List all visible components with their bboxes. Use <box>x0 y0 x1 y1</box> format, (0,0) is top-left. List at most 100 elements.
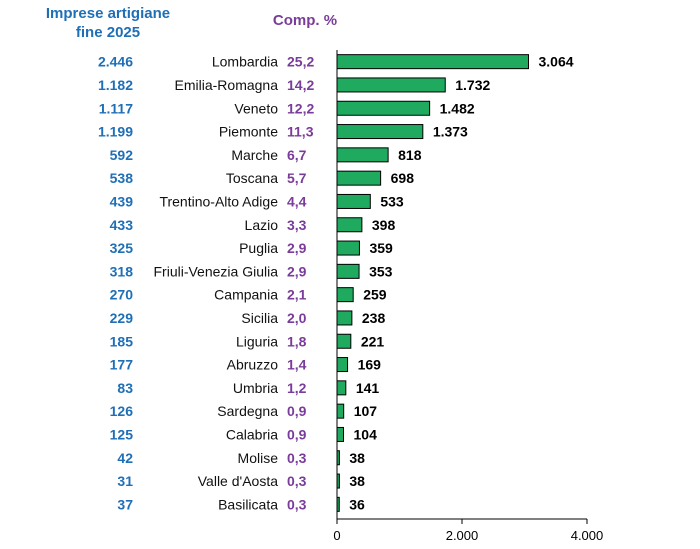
bar <box>336 287 354 303</box>
bar-value-label: 141 <box>356 380 380 396</box>
bar-value-label: 1.732 <box>455 77 490 93</box>
bar <box>336 100 431 116</box>
comp-percent-value: 0,9 <box>287 426 307 442</box>
region-label: Sicilia <box>241 310 278 326</box>
comp-percent-value: 0,3 <box>287 450 307 466</box>
imprese-value: 177 <box>110 357 134 373</box>
bar-value-label: 169 <box>358 357 382 373</box>
imprese-value: 126 <box>110 403 134 419</box>
imprese-value: 42 <box>117 450 133 466</box>
bar-value-label: 238 <box>362 310 386 326</box>
bar-value-label: 533 <box>380 193 404 209</box>
bar-value-label: 104 <box>354 426 378 442</box>
bar <box>336 403 345 419</box>
region-label: Campania <box>214 287 278 303</box>
comp-percent-value: 2,0 <box>287 310 307 326</box>
bar-value-label: 38 <box>349 450 365 466</box>
imprese-value: 439 <box>110 193 134 209</box>
bar <box>336 217 363 233</box>
region-label: Puglia <box>239 240 278 256</box>
comp-percent-value: 25,2 <box>287 54 314 70</box>
bar <box>336 310 353 326</box>
x-tick-label: 2.000 <box>446 528 479 543</box>
region-label: Lazio <box>245 217 279 233</box>
comp-percent-value: 1,2 <box>287 380 307 396</box>
region-label: Liguria <box>236 333 278 349</box>
comp-percent-value: 2,9 <box>287 240 307 256</box>
bar-value-label: 398 <box>372 217 396 233</box>
comp-percent-value: 0,3 <box>287 473 307 489</box>
x-tick-label: 4.000 <box>571 528 604 543</box>
region-label: Abruzzo <box>227 357 279 373</box>
bar-value-label: 353 <box>369 263 393 279</box>
region-label: Lombardia <box>212 54 278 70</box>
comp-percent-value: 11,3 <box>287 124 314 140</box>
comp-header: Comp. % <box>273 12 337 29</box>
imprese-header-line1: Imprese artigiane <box>46 5 170 22</box>
bar-value-label: 698 <box>391 170 415 186</box>
imprese-value: 433 <box>110 217 134 233</box>
comp-percent-value: 1,8 <box>287 333 307 349</box>
imprese-value: 318 <box>110 263 134 279</box>
bar-value-label: 818 <box>398 147 422 163</box>
imprese-value: 125 <box>110 426 134 442</box>
comp-percent-value: 1,4 <box>287 357 307 373</box>
comp-percent-value: 2,1 <box>287 287 307 303</box>
imprese-value: 325 <box>110 240 134 256</box>
region-label: Valle d'Aosta <box>198 473 278 489</box>
bar <box>336 240 360 256</box>
imprese-value: 270 <box>110 287 134 303</box>
comp-percent-value: 5,7 <box>287 170 307 186</box>
region-label: Trentino-Alto Adige <box>159 193 278 209</box>
comp-percent-value: 14,2 <box>287 77 314 93</box>
imprese-value: 185 <box>110 333 134 349</box>
bar-value-label: 1.373 <box>433 124 468 140</box>
region-label: Emilia-Romagna <box>175 77 279 93</box>
comp-percent-value: 12,2 <box>287 100 314 116</box>
bar-value-label: 38 <box>349 473 365 489</box>
comp-percent-value: 0,3 <box>287 496 307 512</box>
region-label: Friuli-Venezia Giulia <box>154 263 279 279</box>
imprese-value: 83 <box>117 380 133 396</box>
imprese-value: 2.446 <box>98 54 133 70</box>
x-tick-label: 0 <box>333 528 340 543</box>
region-label: Molise <box>238 450 279 466</box>
imprese-value: 31 <box>117 473 133 489</box>
region-label: Basilicata <box>218 496 278 512</box>
bar-value-label: 107 <box>354 403 378 419</box>
bar <box>336 357 349 373</box>
comp-percent-value: 6,7 <box>287 147 307 163</box>
region-label: Toscana <box>226 170 278 186</box>
region-label: Calabria <box>226 426 278 442</box>
imprese-header-line2: fine 2025 <box>76 24 140 41</box>
bar <box>336 77 446 93</box>
bar <box>336 170 382 186</box>
bar-value-label: 221 <box>361 333 385 349</box>
bar-value-label: 36 <box>349 496 365 512</box>
imprese-value: 538 <box>110 170 134 186</box>
imprese-value: 1.182 <box>98 77 133 93</box>
region-label: Sardegna <box>217 403 278 419</box>
comp-percent-value: 3,3 <box>287 217 307 233</box>
bar <box>336 333 352 349</box>
imprese-value: 229 <box>110 310 134 326</box>
bar <box>336 124 424 140</box>
bar <box>336 147 389 163</box>
region-label: Marche <box>231 147 278 163</box>
region-label: Umbria <box>233 380 278 396</box>
region-label: Piemonte <box>219 124 278 140</box>
imprese-value: 592 <box>110 147 134 163</box>
bar-value-label: 3.064 <box>539 54 574 70</box>
bar <box>336 263 360 279</box>
region-label: Veneto <box>234 100 278 116</box>
imprese-value: 37 <box>117 496 133 512</box>
bar <box>336 380 347 396</box>
comp-percent-value: 0,9 <box>287 403 307 419</box>
bar-value-label: 1.482 <box>440 100 475 116</box>
chart-rows: 2.446 Lombardia 25,2 3.064 1.182 Emilia-Romag… <box>98 54 574 513</box>
comp-percent-value: 4,4 <box>287 193 307 209</box>
bar <box>336 54 529 70</box>
bar <box>336 426 344 442</box>
bar-value-label: 259 <box>363 287 387 303</box>
